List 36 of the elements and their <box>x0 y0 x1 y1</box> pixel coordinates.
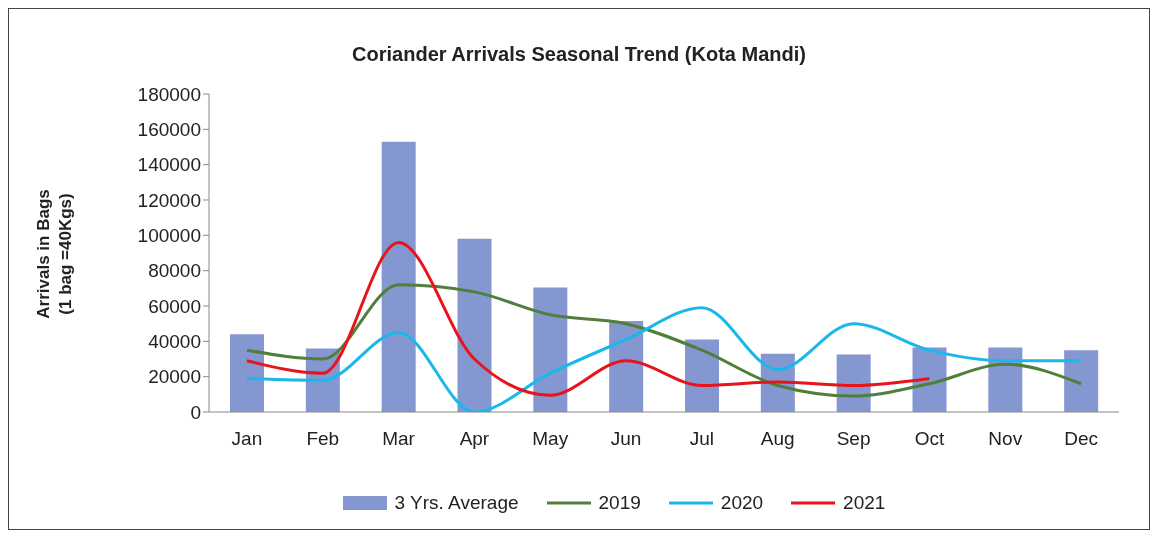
y-tick-label: 80000 <box>148 260 201 282</box>
y-tick-label: 40000 <box>148 331 201 353</box>
y-tick-label: 160000 <box>137 119 201 141</box>
bar <box>230 334 264 412</box>
bar <box>533 287 568 412</box>
y-tick-label: 140000 <box>137 154 201 176</box>
x-tick-label: Jan <box>231 428 263 450</box>
line-series <box>245 283 1083 398</box>
x-tick-label: Nov <box>988 428 1023 450</box>
y-tick-label: 20000 <box>148 366 201 388</box>
legend-label: 3 Yrs. Average <box>394 492 519 514</box>
x-tick-label: Feb <box>306 428 340 450</box>
line-series <box>245 240 931 397</box>
legend-label: 2020 <box>720 492 764 514</box>
legend-label: 2019 <box>598 492 641 514</box>
x-tick-label: Oct <box>914 428 945 450</box>
bar <box>457 238 492 412</box>
bar <box>1064 350 1099 412</box>
chart-title: Coriander Arrivals Seasonal Trend (Kota Mandi) <box>351 43 807 66</box>
legend-label: 2021 <box>843 492 886 514</box>
y-tick-label: 100000 <box>137 225 201 247</box>
x-tick-label: May <box>532 428 569 450</box>
line-series <box>245 306 1083 412</box>
y-tick-label: 60000 <box>148 295 201 317</box>
x-tick-label: Apr <box>459 428 490 450</box>
y-axis-title: Arrivals in Bags (1 bag =40Kgs) <box>34 189 75 319</box>
x-tick-label: Mar <box>382 428 416 450</box>
x-tick-label: Aug <box>760 428 795 450</box>
bar <box>381 141 416 412</box>
x-tick-label: Dec <box>1064 428 1098 450</box>
x-tick-label: Sep <box>836 428 871 450</box>
x-tick-label: Jul <box>689 428 715 450</box>
x-tick-label: Jun <box>610 428 642 450</box>
y-tick-label: 120000 <box>137 189 201 211</box>
y-tick-label: 180000 <box>137 83 201 105</box>
y-tick-label: 0 <box>190 401 201 423</box>
